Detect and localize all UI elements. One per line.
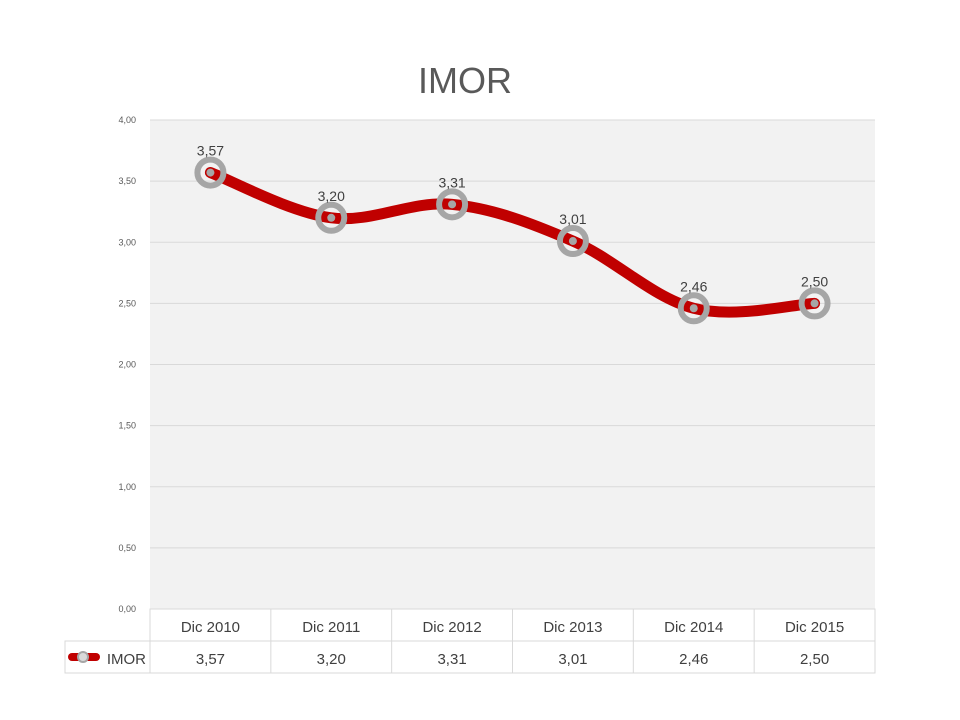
y-tick-label: 3,50 [118, 176, 136, 186]
legend-series-name: IMOR [107, 651, 146, 668]
legend-marker-key [77, 651, 89, 663]
data-point [677, 292, 710, 325]
category-label: Dic 2011 [302, 619, 360, 636]
table-value: 3,31 [437, 651, 466, 668]
data-label: 2,46 [680, 278, 707, 294]
y-tick-label: 2,00 [118, 360, 136, 370]
marker-dot [327, 213, 336, 222]
table-value: 3,01 [558, 651, 587, 668]
data-label: 3,20 [318, 188, 345, 204]
marker-ring [194, 156, 227, 189]
y-tick-label: 1,50 [118, 421, 136, 431]
table-value: 2,50 [800, 651, 829, 668]
y-tick-label: 3,00 [118, 237, 136, 247]
marker-ring [315, 201, 348, 234]
data-label: 3,01 [559, 211, 586, 227]
category-label: Dic 2012 [422, 619, 481, 636]
marker-dot [568, 237, 577, 246]
y-tick-label: 4,00 [118, 115, 136, 125]
marker-dot [206, 168, 215, 177]
marker-ring [677, 292, 710, 325]
data-point [194, 156, 227, 189]
y-tick-label: 1,00 [118, 482, 136, 492]
category-label: Dic 2015 [785, 619, 844, 636]
category-label: Dic 2013 [543, 619, 602, 636]
data-point [556, 225, 589, 258]
data-point [798, 287, 831, 320]
table-value: 3,20 [317, 651, 346, 668]
data-point [315, 201, 348, 234]
data-label: 3,31 [438, 174, 465, 190]
chart-title: IMOR [418, 60, 512, 101]
marker-ring [556, 225, 589, 258]
marker-ring [798, 287, 831, 320]
marker-ring [436, 188, 469, 221]
table-value: 2,46 [679, 651, 708, 668]
plot-area: 0,00 0,50 1,00 1,50 2,00 2,50 3,00 3,50 4,00 3,57… [118, 115, 875, 614]
y-tick-label: 0,00 [118, 604, 136, 614]
y-tick-label: 2,50 [118, 298, 136, 308]
category-label: Dic 2014 [664, 619, 723, 636]
marker-dot [448, 200, 457, 209]
data-point [436, 188, 469, 221]
y-tick-label: 0,50 [118, 543, 136, 553]
data-label: 3,57 [197, 143, 224, 159]
table-value: 3,57 [196, 651, 225, 668]
data-label: 2,50 [801, 273, 828, 289]
category-label: Dic 2010 [181, 619, 240, 636]
marker-dot [689, 304, 698, 313]
marker-dot [810, 299, 819, 308]
data-table: Dic 2010 Dic 2011 Dic 2012 Dic 2013 Dic 2014… [64, 608, 876, 674]
